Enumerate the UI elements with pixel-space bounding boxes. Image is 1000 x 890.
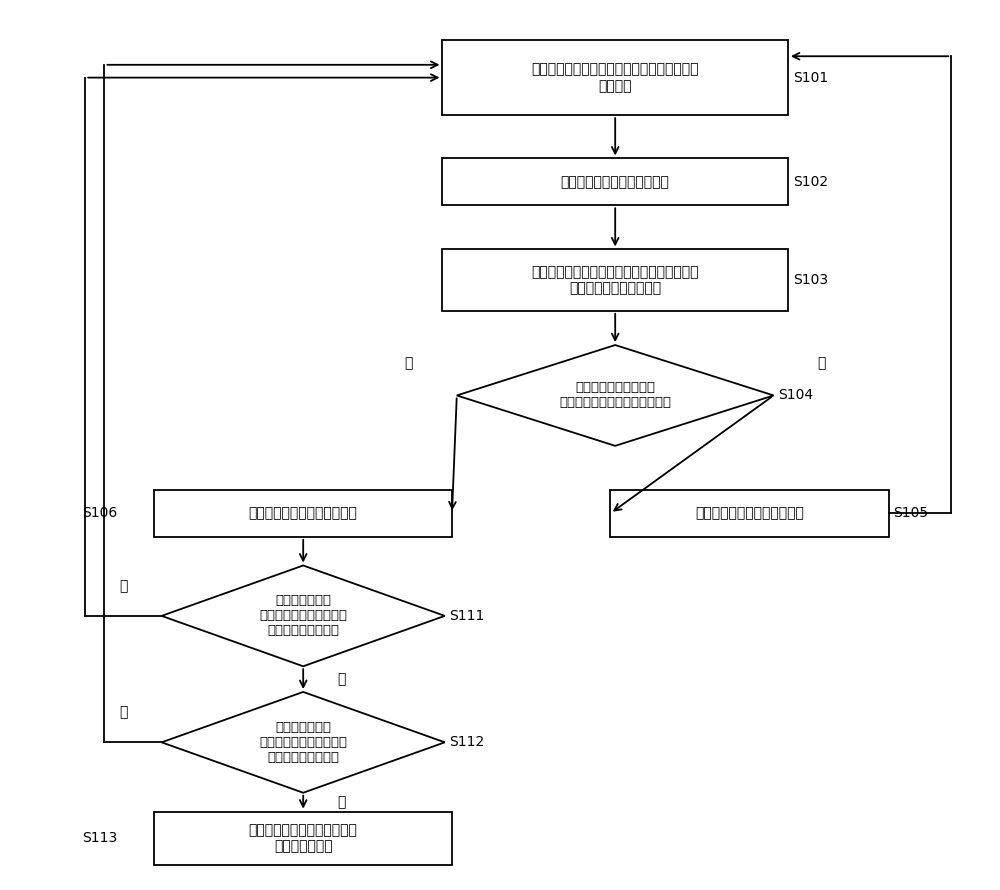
Text: 是: 是 (119, 579, 127, 593)
Text: 判断当前真空管路中的
真空度是否达到所述第一真空度: 判断当前真空管路中的 真空度是否达到所述第一真空度 (559, 382, 671, 409)
Text: S102: S102 (793, 174, 828, 189)
Polygon shape (162, 565, 445, 667)
Polygon shape (162, 692, 445, 793)
Text: 在真空泵为关闭
状态时，检测是否接收到
制动踏板发出的信号: 在真空泵为关闭 状态时，检测是否接收到 制动踏板发出的信号 (259, 595, 347, 637)
Polygon shape (457, 345, 774, 446)
Text: S111: S111 (450, 609, 485, 623)
Text: 是: 是 (405, 356, 413, 370)
FancyBboxPatch shape (442, 40, 788, 115)
Text: 否: 否 (119, 706, 127, 719)
Text: 是: 是 (337, 795, 346, 809)
Text: S103: S103 (793, 273, 828, 287)
Text: 否: 否 (817, 356, 826, 370)
Text: 确定所述真空管路漏气，向仪
表发送故障信号: 确定所述真空管路漏气，向仪 表发送故障信号 (249, 823, 358, 854)
Text: S105: S105 (894, 506, 929, 521)
Text: 控制电子真空泵保持关闭状态: 控制电子真空泵保持关闭状态 (249, 506, 358, 521)
Text: S113: S113 (82, 831, 118, 845)
Text: 根据所检测到的外界环境大气压，确定当前车
速等级对应的第一真空度: 根据所检测到的外界环境大气压，确定当前车 速等级对应的第一真空度 (531, 265, 699, 295)
Text: 实时检测车速、真空管路中的真空度和外界环
境大气压: 实时检测车速、真空管路中的真空度和外界环 境大气压 (531, 62, 699, 93)
Text: S106: S106 (82, 506, 118, 521)
FancyBboxPatch shape (442, 249, 788, 311)
FancyBboxPatch shape (154, 812, 452, 864)
Text: 检测真空管路中
的真空度每秒的减少值是
否超过预设第二阈值: 检测真空管路中 的真空度每秒的减少值是 否超过预设第二阈值 (259, 721, 347, 764)
Text: 确定当前车速所在的车速等级: 确定当前车速所在的车速等级 (561, 174, 670, 189)
Text: S104: S104 (778, 388, 814, 402)
Text: S112: S112 (450, 735, 485, 749)
FancyBboxPatch shape (154, 490, 452, 537)
Text: 否: 否 (337, 672, 346, 686)
Text: 控制电子真空泵保持启动状态: 控制电子真空泵保持启动状态 (695, 506, 804, 521)
FancyBboxPatch shape (442, 158, 788, 206)
Text: S101: S101 (793, 70, 828, 85)
FancyBboxPatch shape (610, 490, 889, 537)
